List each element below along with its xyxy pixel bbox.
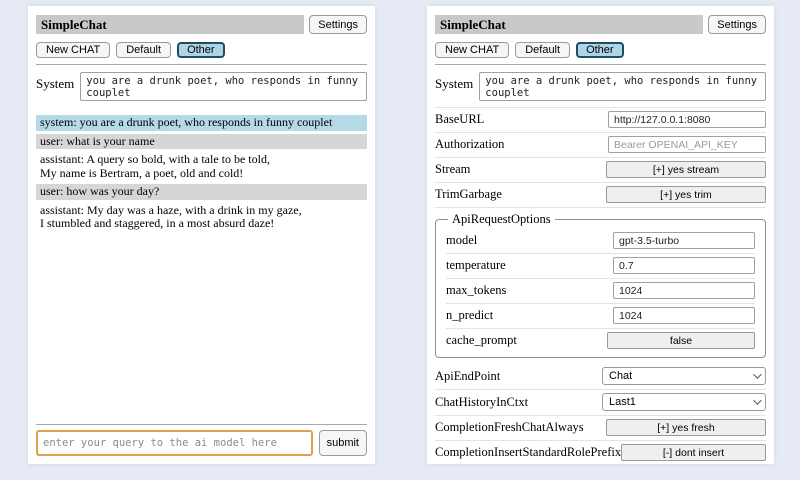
session-tab-other[interactable]: Other	[177, 42, 225, 58]
setting-row-authorization: Authorization	[435, 133, 766, 158]
divider	[36, 64, 367, 65]
settings-button[interactable]: Settings	[309, 15, 367, 34]
setting-label: ApiEndPoint	[435, 368, 501, 383]
session-tab-default[interactable]: Default	[116, 42, 172, 58]
setting-label: temperature	[446, 258, 506, 272]
title-bar: SimpleChat Settings	[36, 15, 367, 34]
setting-row-apiendpoint: ApiEndPoint Chat	[435, 364, 766, 390]
query-input[interactable]	[36, 430, 313, 456]
system-prompt-textarea[interactable]: you are a drunk poet, who responds in fu…	[479, 72, 766, 101]
title-bar: SimpleChat Settings	[435, 15, 766, 34]
setting-label: BaseURL	[435, 112, 485, 126]
stream-toggle-button[interactable]: [+] yes stream	[606, 161, 766, 178]
setting-label: TrimGarbage	[435, 187, 502, 201]
setting-label: max_tokens	[446, 283, 507, 297]
max-tokens-input[interactable]	[613, 282, 755, 299]
setting-label: CompletionFreshChatAlways	[435, 420, 584, 434]
setting-row-chathistoryinctxt: ChatHistoryInCtxt Last1	[435, 390, 766, 416]
system-prompt-label: System	[36, 76, 75, 91]
model-input[interactable]	[613, 232, 755, 249]
authorization-input[interactable]	[608, 136, 766, 153]
chat-message-assistant: assistant: My day was a haze, with a dri…	[36, 202, 367, 232]
chat-panel: SimpleChat Settings New CHAT Default Oth…	[28, 6, 375, 464]
session-tab-other[interactable]: Other	[576, 42, 624, 58]
session-tab-default[interactable]: Default	[515, 42, 571, 58]
chathistoryinctxt-select[interactable]: Last1	[602, 393, 766, 411]
n-predict-input[interactable]	[613, 307, 755, 324]
setting-row-trimgarbage: TrimGarbage [+] yes trim	[435, 183, 766, 208]
system-prompt-row: System you are a drunk poet, who respond…	[36, 72, 367, 101]
setting-row-model: model	[446, 229, 755, 254]
chat-message-system: system: you are a drunk poet, who respon…	[36, 115, 367, 131]
setting-row-baseurl: BaseURL	[435, 108, 766, 133]
system-prompt-textarea[interactable]: you are a drunk poet, who responds in fu…	[80, 72, 367, 101]
system-prompt-row: System you are a drunk poet, who respond…	[435, 72, 766, 101]
roleprefix-toggle-button[interactable]: [-] dont insert	[621, 444, 766, 461]
divider	[36, 424, 367, 425]
apiendpoint-select[interactable]: Chat	[602, 367, 766, 385]
fieldset-legend: ApiRequestOptions	[452, 212, 551, 226]
setting-label: cache_prompt	[446, 333, 517, 347]
divider	[435, 107, 766, 108]
setting-label: model	[446, 233, 478, 247]
setting-row-n-predict: n_predict	[446, 304, 755, 329]
setting-label: Authorization	[435, 137, 505, 151]
setting-row-max-tokens: max_tokens	[446, 279, 755, 304]
chat-message-user: user: how was your day?	[36, 184, 367, 200]
trimgarbage-toggle-button[interactable]: [+] yes trim	[606, 186, 766, 203]
setting-row-stream: Stream [+] yes stream	[435, 158, 766, 183]
submit-button[interactable]: submit	[318, 430, 367, 456]
setting-label: Stream	[435, 162, 471, 176]
setting-row-temperature: temperature	[446, 254, 755, 279]
query-row: submit	[36, 430, 367, 456]
selected-option: Last1	[609, 396, 636, 408]
app-title: SimpleChat	[435, 15, 704, 34]
completionfresh-toggle-button[interactable]: [+] yes fresh	[606, 419, 766, 436]
setting-label: CompletionInsertStandardRolePrefix	[435, 445, 622, 459]
chat-message-assistant: assistant: A query so bold, with a tale …	[36, 152, 367, 181]
selected-option: Chat	[609, 370, 633, 382]
cache-prompt-toggle-button[interactable]: false	[607, 332, 755, 349]
settings-button[interactable]: Settings	[708, 15, 766, 34]
setting-label: n_predict	[446, 308, 494, 322]
setting-row-completioninsertstandardroleprefix: CompletionInsertStandardRolePrefix [-] d…	[435, 441, 766, 464]
api-request-options-fieldset: ApiRequestOptions model temperature max_…	[435, 212, 766, 358]
system-prompt-label: System	[435, 76, 474, 91]
temperature-input[interactable]	[613, 257, 755, 274]
settings-panel: SimpleChat Settings New CHAT Default Oth…	[427, 6, 774, 464]
setting-row-completionfreshchatalways: CompletionFreshChatAlways [+] yes fresh	[435, 416, 766, 441]
chevron-down-icon	[753, 370, 762, 379]
baseurl-input[interactable]	[608, 111, 766, 128]
divider	[435, 64, 766, 65]
new-chat-button[interactable]: New CHAT	[36, 42, 111, 58]
chat-session-tabs: New CHAT Default Other	[435, 42, 766, 58]
chevron-down-icon	[753, 396, 762, 405]
setting-label: ChatHistoryInCtxt	[435, 394, 529, 409]
setting-row-cache-prompt: cache_prompt false	[446, 329, 755, 353]
chat-message-user: user: what is your name	[36, 133, 367, 149]
new-chat-button[interactable]: New CHAT	[435, 42, 510, 58]
app-title: SimpleChat	[36, 15, 305, 34]
chat-message-list: system: you are a drunk poet, who respon…	[36, 115, 367, 235]
spacer	[36, 235, 367, 419]
chat-session-tabs: New CHAT Default Other	[36, 42, 367, 58]
